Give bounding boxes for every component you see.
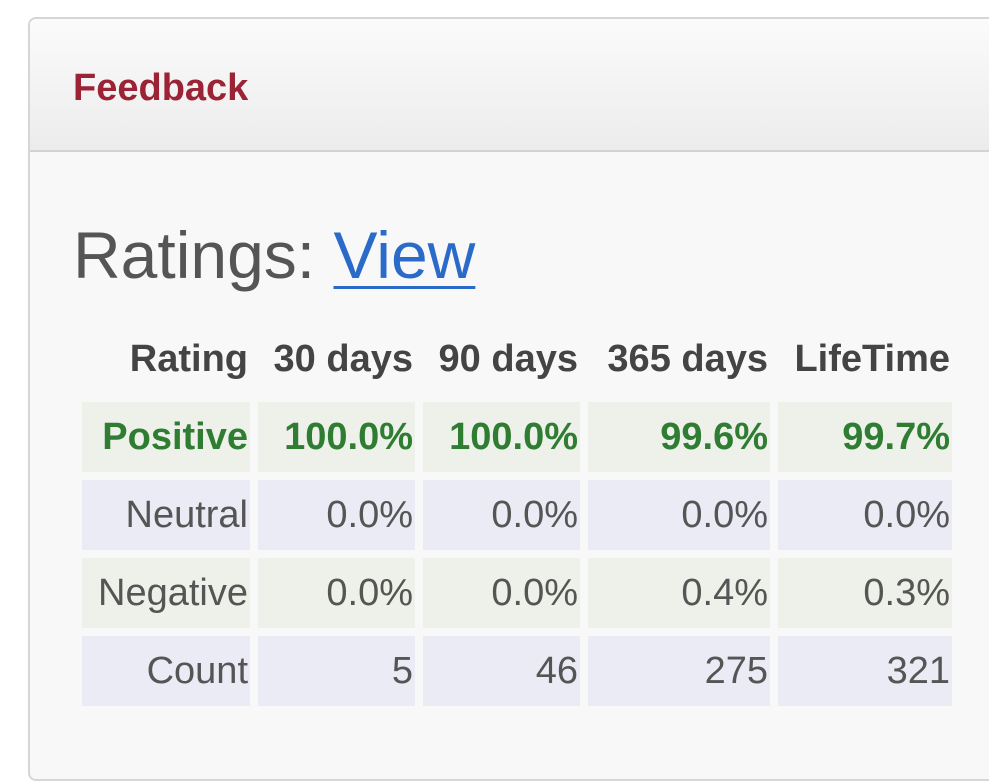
cell: 0.0%	[778, 480, 952, 550]
ratings-heading: Ratings: View	[73, 217, 475, 293]
row-label: Count	[82, 636, 250, 706]
page: Feedback Ratings: View Rating 30 days 90 d…	[28, 17, 989, 781]
row-label: Positive	[82, 402, 250, 472]
row-label: Neutral	[82, 480, 250, 550]
cell: 321	[778, 636, 952, 706]
cell: 0.0%	[258, 558, 415, 628]
column-header: 365 days	[607, 337, 768, 380]
cell: 275	[588, 636, 770, 706]
panel-header: Feedback	[30, 19, 989, 152]
column-header: 90 days	[438, 337, 578, 380]
cell: 0.3%	[778, 558, 952, 628]
cell: 0.0%	[423, 558, 580, 628]
table-row: Negative 0.0% 0.0% 0.4% 0.3%	[82, 558, 952, 628]
row-label: Negative	[82, 558, 250, 628]
cell: 100.0%	[423, 402, 580, 472]
ratings-table: Rating 30 days 90 days 365 days LifeTime Pos…	[74, 316, 960, 714]
cell: 0.0%	[258, 480, 415, 550]
table-row: Count 5 46 275 321	[82, 636, 952, 706]
cell: 99.6%	[588, 402, 770, 472]
cell: 46	[423, 636, 580, 706]
cell: 5	[258, 636, 415, 706]
view-link[interactable]: View	[333, 218, 476, 292]
cell: 0.0%	[588, 480, 770, 550]
column-header: 30 days	[273, 337, 413, 380]
column-header: LifeTime	[794, 337, 950, 380]
header-row: Rating 30 days 90 days 365 days LifeTime	[82, 324, 952, 394]
cell: 99.7%	[778, 402, 952, 472]
cell: 0.4%	[588, 558, 770, 628]
table-row: Neutral 0.0% 0.0% 0.0% 0.0%	[82, 480, 952, 550]
feedback-panel: Feedback Ratings: View Rating 30 days 90 d…	[28, 17, 989, 781]
column-header: Rating	[129, 337, 248, 380]
table-row: Positive 100.0% 100.0% 99.6% 99.7%	[82, 402, 952, 472]
cell: 0.0%	[423, 480, 580, 550]
cell: 100.0%	[258, 402, 415, 472]
panel-title: Feedback	[73, 67, 249, 109]
table-body: Positive 100.0% 100.0% 99.6% 99.7% Neutral 0.0…	[82, 402, 952, 706]
heading-label: Ratings:	[73, 218, 316, 292]
